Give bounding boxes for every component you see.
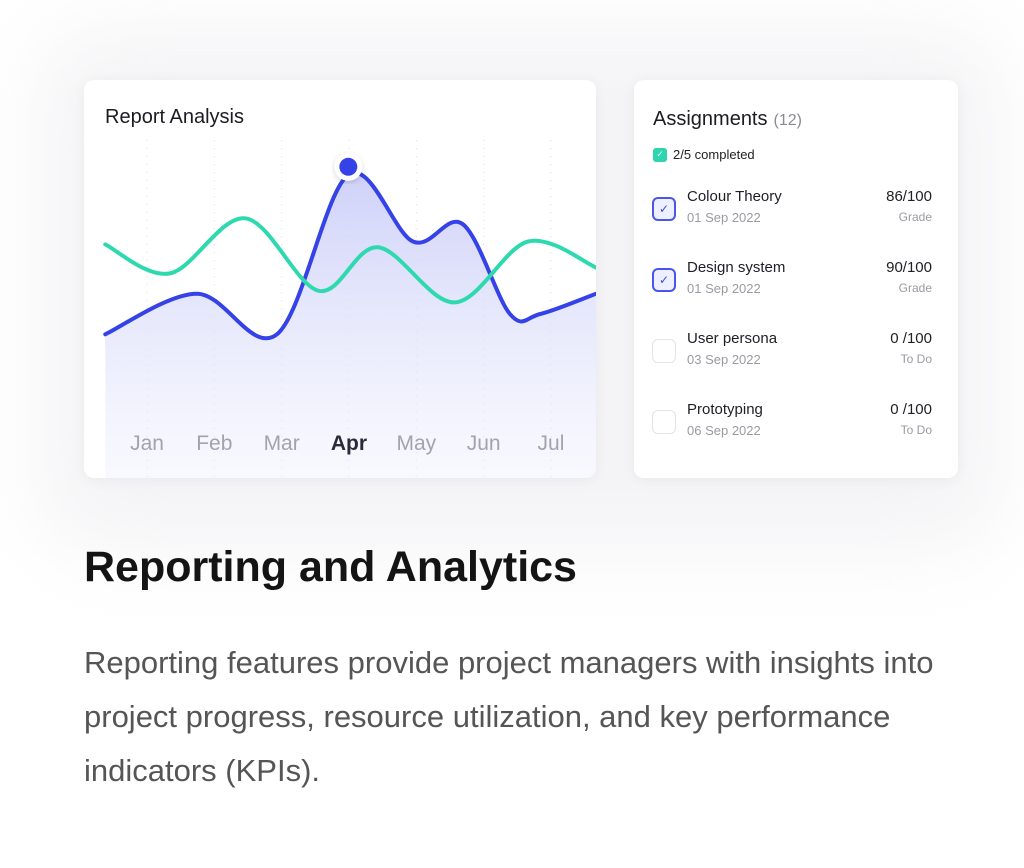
assignment-score: 90/100 xyxy=(886,259,932,276)
assignment-status: To Do xyxy=(900,423,932,437)
assignment-item[interactable]: ✓ Colour Theory 01 Sep 2022 86/100 Grade xyxy=(652,188,932,232)
assignment-item[interactable]: User persona 03 Sep 2022 0 /100 To Do xyxy=(652,330,932,374)
series-line-blue xyxy=(103,170,596,341)
assignment-checkbox[interactable]: ✓ xyxy=(652,268,676,292)
check-icon: ✓ xyxy=(653,147,667,162)
assignment-checkbox[interactable]: ✓ xyxy=(652,197,676,221)
assignment-score: 0 /100 xyxy=(890,401,932,418)
assignments-title: Assignments (12) xyxy=(653,108,802,131)
assignments-count: (12) xyxy=(773,112,802,129)
assignment-score: 86/100 xyxy=(886,188,932,205)
assignment-status: Grade xyxy=(898,210,932,224)
line-chart: Jan Feb Mar Apr May Jun Jul xyxy=(103,140,596,478)
section-description: Reporting features provide project manag… xyxy=(84,645,934,788)
assignment-name: Colour Theory xyxy=(687,188,782,205)
x-tick-label[interactable]: Mar xyxy=(264,432,300,455)
assignment-date: 03 Sep 2022 xyxy=(687,352,761,367)
assignment-date: 01 Sep 2022 xyxy=(687,281,761,296)
assignment-status: Grade xyxy=(898,281,932,295)
x-tick-label[interactable]: Jun xyxy=(467,432,501,455)
series-area-blue xyxy=(105,172,596,478)
assignment-item[interactable]: Prototyping 06 Sep 2022 0 /100 To Do xyxy=(652,401,932,445)
x-tick-label[interactable]: May xyxy=(396,432,436,455)
check-icon: ✓ xyxy=(658,202,670,216)
x-tick-label[interactable]: Feb xyxy=(196,432,232,455)
assignment-score: 0 /100 xyxy=(890,330,932,347)
assignment-date: 06 Sep 2022 xyxy=(687,423,761,438)
assignment-item[interactable]: ✓ Design system 01 Sep 2022 90/100 Grade xyxy=(652,259,932,303)
highlight-marker[interactable] xyxy=(339,157,358,176)
check-icon: ✓ xyxy=(658,273,670,287)
assignment-name: User persona xyxy=(687,330,778,347)
assignment-status: To Do xyxy=(900,352,932,366)
chart-title: Report Analysis xyxy=(105,106,244,128)
assignments-card: Assignments (12) ✓ 2/5 completed ✓ Colour … xyxy=(634,80,958,478)
assignment-name: Design system xyxy=(687,259,786,276)
assignment-checkbox[interactable] xyxy=(652,410,676,434)
series-line-teal xyxy=(103,216,596,305)
assignment-date: 01 Sep 2022 xyxy=(687,210,761,225)
report-analysis-card: Jan Feb Mar Apr May Jun Jul Report Analysis xyxy=(84,80,596,478)
completed-summary: ✓ 2/5 completed xyxy=(653,147,755,162)
x-tick-label[interactable]: Apr xyxy=(331,432,367,455)
x-tick-label[interactable]: Jan xyxy=(130,432,164,455)
x-tick-label[interactable]: Jul xyxy=(538,432,565,455)
assignments-title-text: Assignments xyxy=(653,108,768,130)
assignment-name: Prototyping xyxy=(687,401,763,418)
completed-text: 2/5 completed xyxy=(673,147,755,162)
assignment-checkbox[interactable] xyxy=(652,339,676,363)
section-heading: Reporting and Analytics xyxy=(84,543,577,591)
